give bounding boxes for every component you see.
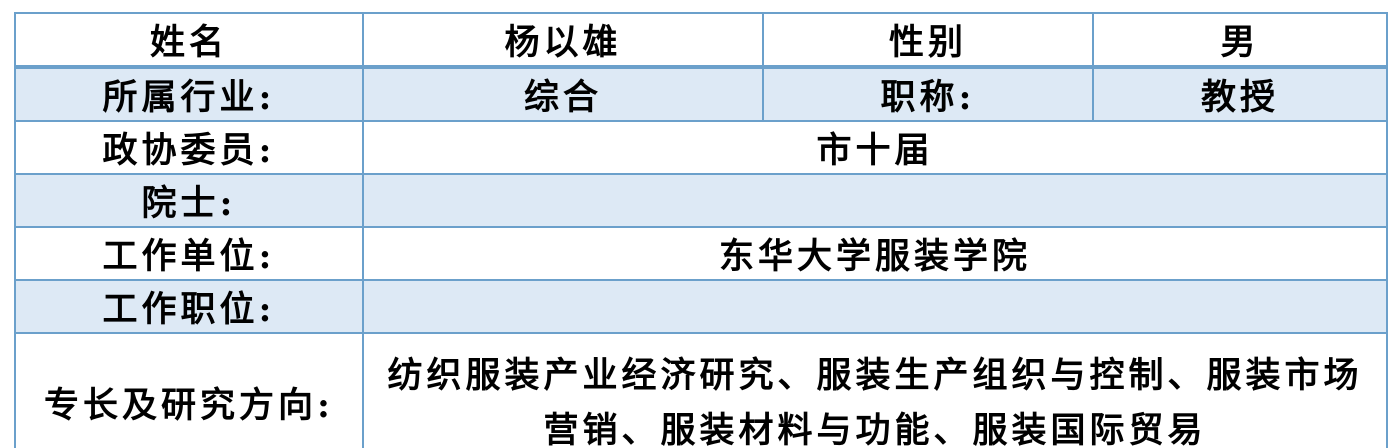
row-industry-title: 所属行业: 综合 职称: 教授 — [14, 66, 1388, 122]
expertise-value: 纺织服装产业经济研究、服装生产组织与控制、服装市场营销、服装材料与功能、服装国际… — [362, 332, 1388, 448]
row-work-position: 工作职位: — [14, 279, 1388, 334]
academician-value — [362, 173, 1388, 228]
name-value: 杨以雄 — [362, 12, 764, 69]
gender-value: 男 — [1092, 12, 1388, 69]
work-position-value — [362, 279, 1388, 334]
industry-label: 所属行业: — [14, 66, 364, 122]
row-name-gender: 姓名 杨以雄 性别 男 — [14, 12, 1388, 69]
title-value: 教授 — [1092, 66, 1388, 122]
work-position-label: 工作职位: — [14, 279, 364, 334]
row-academician: 院士: — [14, 173, 1388, 228]
row-work-unit: 工作单位: 东华大学服装学院 — [14, 226, 1388, 281]
academician-label: 院士: — [14, 173, 364, 228]
title-label: 职称: — [762, 66, 1094, 122]
cppcc-value: 市十届 — [362, 120, 1388, 175]
profile-table: 姓名 杨以雄 性别 男 所属行业: 综合 职称: 教授 政协委员: 市十届 院士… — [14, 12, 1388, 448]
gender-label: 性别 — [762, 12, 1094, 69]
work-unit-label: 工作单位: — [14, 226, 364, 281]
industry-value: 综合 — [362, 66, 764, 122]
expertise-label: 专长及研究方向: — [14, 332, 364, 448]
work-unit-value: 东华大学服装学院 — [362, 226, 1388, 281]
name-label: 姓名 — [14, 12, 364, 69]
row-expertise: 专长及研究方向: 纺织服装产业经济研究、服装生产组织与控制、服装市场营销、服装材… — [14, 332, 1388, 448]
row-cppcc: 政协委员: 市十届 — [14, 120, 1388, 175]
cppcc-label: 政协委员: — [14, 120, 364, 175]
